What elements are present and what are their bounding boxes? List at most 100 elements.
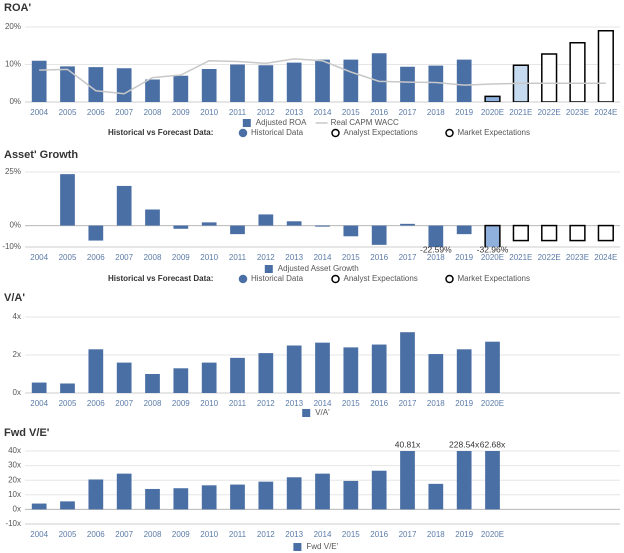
value-label: -22.59% <box>420 244 452 254</box>
y-tick-label: 10x <box>8 490 21 499</box>
x-tick-label: 2006 <box>87 253 105 262</box>
bar <box>145 374 160 393</box>
bar <box>484 95 501 102</box>
x-tick-label: 2006 <box>87 108 105 117</box>
bar <box>173 225 189 229</box>
x-tick-label: 2018 <box>427 253 445 262</box>
bar <box>201 485 217 510</box>
bar <box>60 174 75 226</box>
bar <box>485 451 500 510</box>
bar <box>173 488 189 510</box>
bar <box>88 67 104 102</box>
bar <box>31 503 47 510</box>
x-tick-label: 2017 <box>399 399 417 408</box>
bar <box>400 223 415 226</box>
bar <box>258 65 274 102</box>
bar <box>371 225 387 245</box>
x-tick-label: 2006 <box>87 399 105 408</box>
legend-label: Analyst Expectations <box>344 274 418 283</box>
y-tick-label: 2x <box>13 350 21 359</box>
bar <box>116 473 132 510</box>
value-label: 40.81x <box>395 439 421 449</box>
bar <box>230 357 245 393</box>
x-tick-label: 2020E <box>481 253 504 262</box>
bar <box>60 383 75 393</box>
bar <box>116 68 132 102</box>
x-tick-label: 2008 <box>144 530 162 539</box>
bar <box>597 224 614 242</box>
bar <box>145 79 160 102</box>
legend-label: Fwd V/E' <box>306 542 338 551</box>
bar <box>145 488 160 510</box>
forecast-legend-title: Historical vs Forecast Data: <box>108 128 213 137</box>
x-tick-label: 2016 <box>370 399 388 408</box>
value-label: 228.54x <box>449 439 480 449</box>
x-tick-label: 2022E <box>538 108 561 117</box>
legend-marker <box>331 274 340 284</box>
plot <box>31 332 500 393</box>
legend-label: Historical Data <box>251 274 304 283</box>
bar <box>456 225 472 235</box>
y-tick-label: 0x <box>13 388 21 397</box>
legend-swatch <box>264 265 273 273</box>
x-tick-label: 2006 <box>87 530 105 539</box>
x-tick-label: 2021E <box>509 253 532 262</box>
bar <box>371 470 387 510</box>
x-tick-label: 2015 <box>342 530 360 539</box>
legend-label: Market Expectations <box>458 128 530 137</box>
x-tick-label: 2024E <box>594 108 617 117</box>
bar <box>286 221 302 226</box>
legend-label: Historical Data <box>251 128 304 137</box>
x-tick-label: 2013 <box>285 253 303 262</box>
bar <box>31 60 47 102</box>
x-tick-label: 2024E <box>594 253 617 262</box>
x-tick-label: 2017 <box>399 108 417 117</box>
x-tick-label: 2011 <box>229 399 247 408</box>
x-tick-label: 2009 <box>172 253 190 262</box>
x-tick-label: 2005 <box>59 108 77 117</box>
x-tick-label: 2019 <box>455 108 473 117</box>
x-tick-label: 2011 <box>229 253 247 262</box>
y-tick-label: 0% <box>9 221 21 230</box>
bar <box>230 64 245 102</box>
y-tick-label: -10x <box>5 519 21 528</box>
x-tick-label: 2020E <box>481 108 504 117</box>
x-tick-label: 2018 <box>427 108 445 117</box>
bar <box>286 345 302 393</box>
y-tick-label: 20% <box>5 22 21 31</box>
bar <box>485 341 500 393</box>
plot <box>31 451 500 510</box>
legend-label: V/A' <box>315 408 330 417</box>
x-tick-label: 2012 <box>257 530 275 539</box>
x-tick-label: 2014 <box>314 399 332 408</box>
x-tick-label: 2012 <box>257 108 275 117</box>
bar <box>258 353 274 393</box>
x-tick-label: 2007 <box>115 253 133 262</box>
bar <box>145 209 160 226</box>
line <box>39 58 606 95</box>
bar <box>315 59 330 102</box>
x-tick-label: 2015 <box>342 108 360 117</box>
x-tick-label: 2018 <box>427 530 445 539</box>
x-tick-label: 2007 <box>115 108 133 117</box>
y-tick-label: 0x <box>13 505 21 514</box>
bar <box>400 451 415 510</box>
bar <box>428 65 444 102</box>
bar <box>343 480 359 510</box>
bar <box>541 53 558 102</box>
bar <box>116 185 132 226</box>
bar <box>541 224 558 242</box>
x-tick-label: 2012 <box>257 399 275 408</box>
x-tick-label: 2005 <box>59 530 77 539</box>
bar <box>484 224 501 247</box>
x-tick-label: 2004 <box>30 253 48 262</box>
bar <box>201 222 217 226</box>
bar <box>371 53 387 102</box>
bar <box>456 451 472 510</box>
x-tick-label: 2018 <box>427 399 445 408</box>
x-tick-label: 2023E <box>566 108 589 117</box>
chart-title: Asset' Growth <box>4 149 78 161</box>
bar <box>343 347 359 393</box>
x-tick-label: 2005 <box>59 253 77 262</box>
y-tick-label: 40x <box>8 446 21 455</box>
